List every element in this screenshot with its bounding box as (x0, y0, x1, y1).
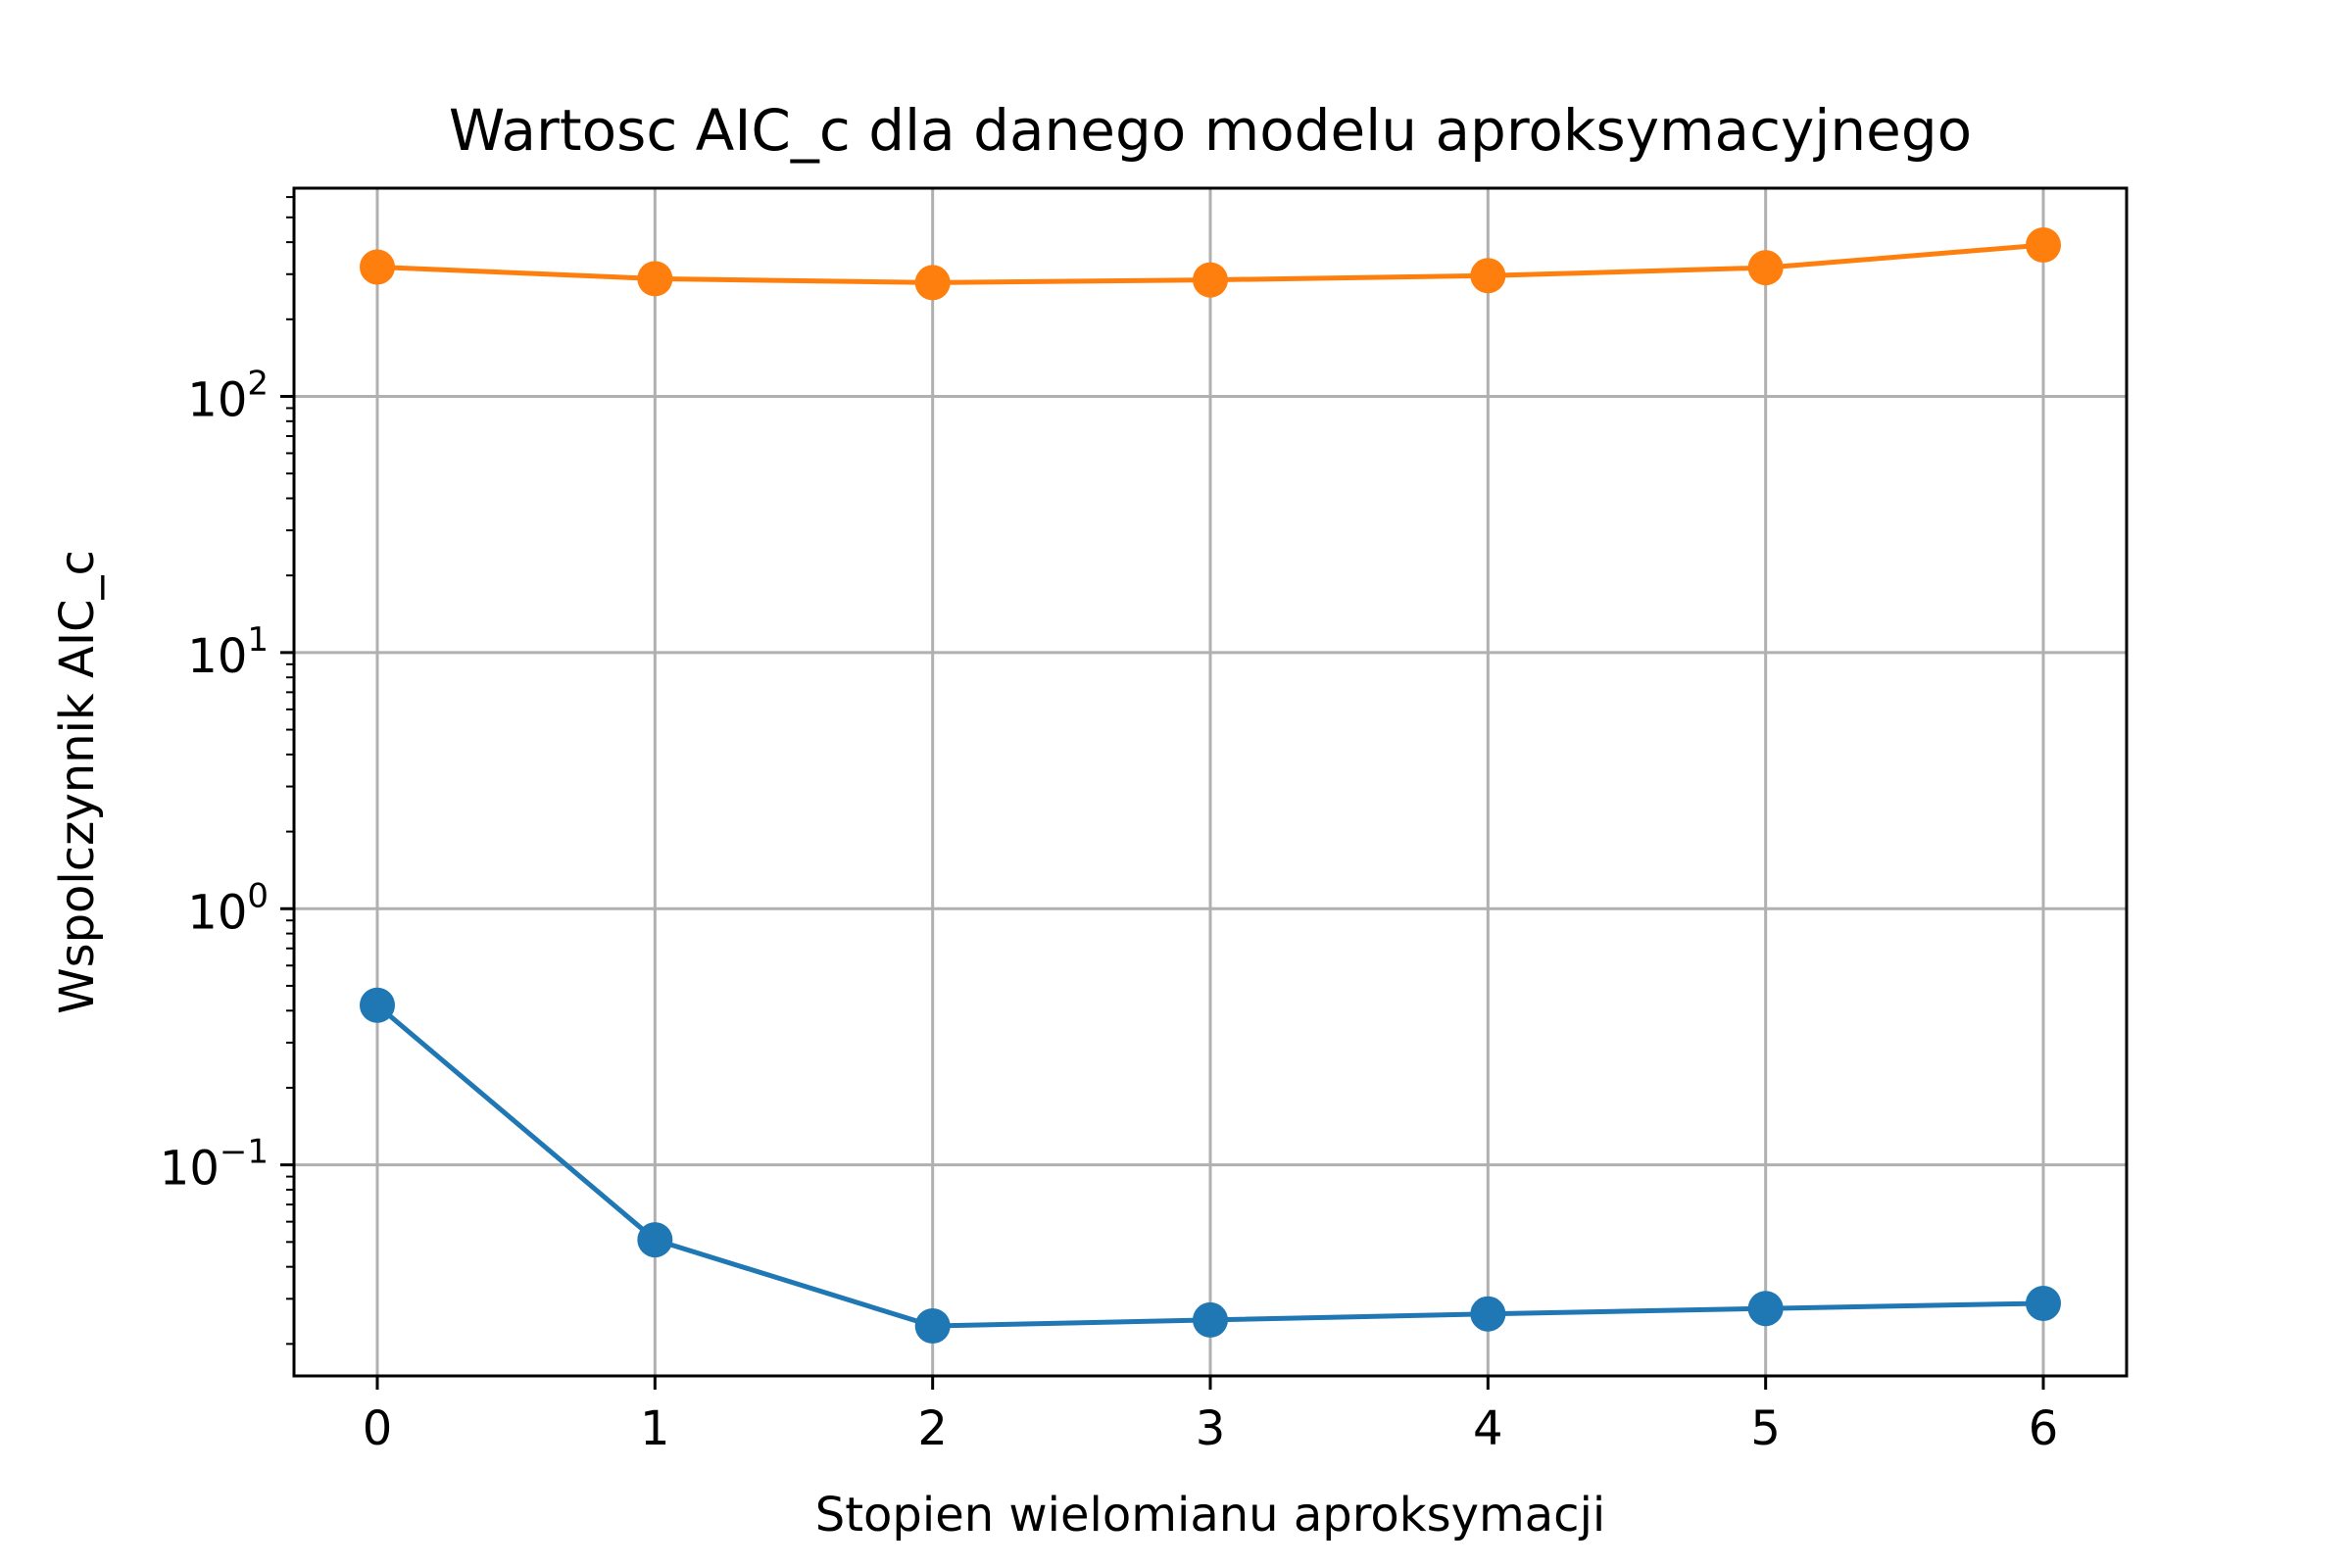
y-tick-label: 100 (187, 876, 269, 940)
series-1-point (1470, 258, 1506, 294)
y-axis-label: Wspolczynnik AIC_c (50, 550, 105, 1014)
y-tick-label: 10−1 (160, 1133, 269, 1197)
x-axis-label: Stopien wielomianu aproksymacji (815, 1488, 1605, 1543)
series-1-point (637, 261, 673, 297)
x-tick-label: 3 (1196, 1401, 1226, 1456)
series-0-point (2026, 1285, 2061, 1321)
series-0-point (1470, 1296, 1506, 1332)
series-0-point (360, 987, 395, 1023)
y-tick-base: 10 (187, 885, 247, 940)
x-tick-label: 4 (1473, 1401, 1503, 1456)
series-1-point (360, 249, 395, 285)
y-tick-exponent: −1 (220, 1133, 269, 1172)
y-tick-base: 10 (187, 372, 247, 427)
series-0-point (637, 1222, 673, 1258)
series-layer (360, 226, 2061, 1345)
x-tick-label: 1 (640, 1401, 670, 1456)
series-0-point (1193, 1301, 1228, 1338)
chart-title: Wartosc AIC_c dla danego modelu aproksym… (449, 97, 1972, 164)
series-1-point (1193, 262, 1228, 298)
x-tick-label: 5 (1750, 1401, 1781, 1456)
y-tick-base: 10 (187, 629, 247, 684)
series-1-point (1747, 250, 1784, 286)
series-0-point (914, 1308, 951, 1345)
y-tick-exponent: 1 (247, 620, 269, 660)
series-0-point (1747, 1291, 1784, 1327)
y-tick-base: 10 (160, 1142, 220, 1197)
series-1-point (914, 265, 951, 301)
series-1-point (2026, 226, 2061, 263)
y-tick-exponent: 0 (247, 876, 269, 915)
x-tick-label: 0 (363, 1401, 393, 1456)
y-tick-exponent: 2 (247, 364, 269, 403)
x-tick-label: 6 (2029, 1401, 2059, 1456)
y-tick-label: 102 (187, 364, 269, 427)
y-tick-label: 101 (187, 620, 269, 684)
grid (294, 188, 2127, 1376)
x-tick-label: 2 (917, 1401, 948, 1456)
